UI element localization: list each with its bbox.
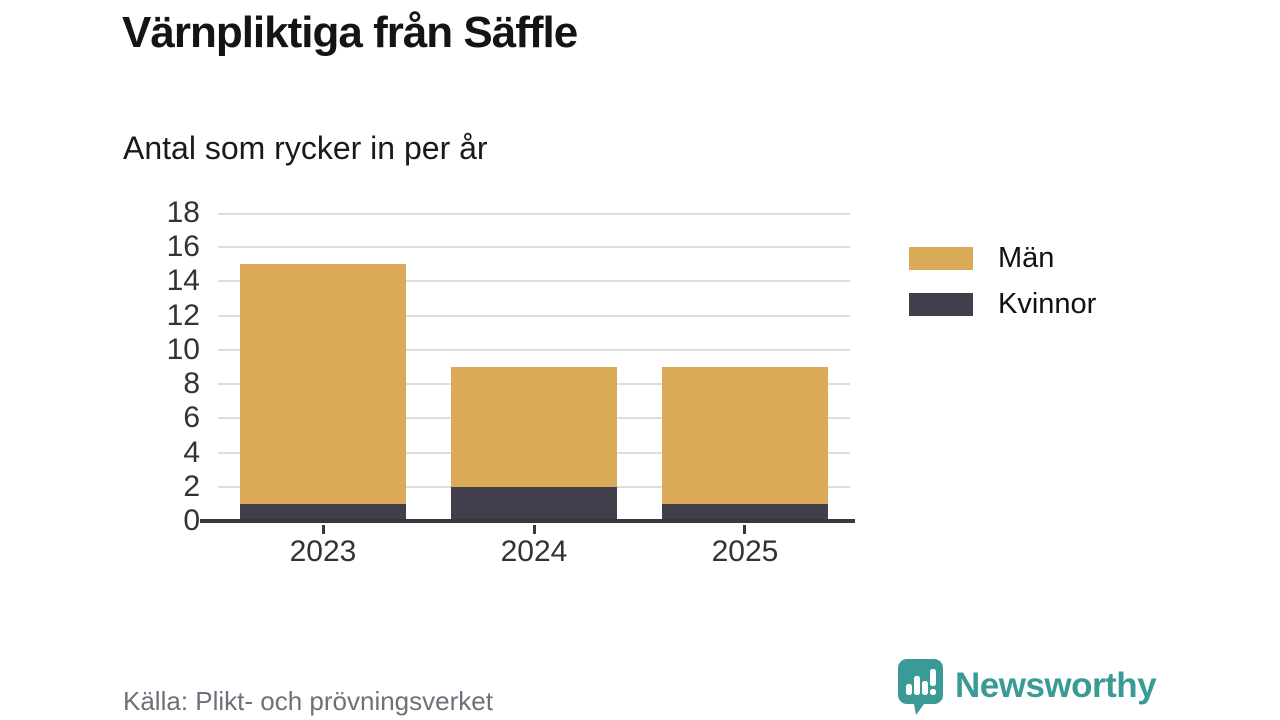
x-axis-line xyxy=(200,519,855,523)
bar-segment-män-2025 xyxy=(662,367,828,504)
brand-name: Newsworthy xyxy=(955,666,1157,705)
gridline-y-18 xyxy=(218,213,850,215)
legend-swatch-man xyxy=(909,247,973,270)
x-axis-label-2025: 2025 xyxy=(711,535,779,568)
legend-label-kvinnor: Kvinnor xyxy=(998,288,1097,320)
chart-subtitle: Antal som rycker in per år xyxy=(123,130,488,166)
y-axis-tick-label-6: 6 xyxy=(183,401,200,435)
gridline-y-14 xyxy=(218,280,850,283)
y-axis-tick-label-16: 16 xyxy=(166,230,200,264)
bar-segment-kvinnor-2024 xyxy=(451,486,617,521)
x-axis-label-2023: 2023 xyxy=(289,535,357,568)
legend: Män Kvinnor xyxy=(909,242,1097,339)
legend-label-man: Män xyxy=(998,242,1055,274)
y-axis-tick-label-12: 12 xyxy=(166,298,200,332)
y-axis-tick-label-10: 10 xyxy=(166,332,200,366)
y-axis-tick-label-18: 18 xyxy=(166,196,200,229)
newsworthy-icon xyxy=(898,659,943,715)
y-axis-tick-label-0: 0 xyxy=(183,504,200,537)
y-axis-labels: 0 2 4 6 8 10 12 14 16 18 xyxy=(0,196,200,537)
brand-logo: Newsworthy xyxy=(897,658,1157,716)
legend-item-man: Män xyxy=(909,242,1096,274)
legend-item-kvinnor: Kvinnor xyxy=(909,288,1097,320)
x-axis-tick-2024 xyxy=(533,525,536,534)
bar-segment-män-2023 xyxy=(240,264,406,504)
gridline-y-16 xyxy=(218,246,850,249)
y-axis-tick-label-4: 4 xyxy=(183,435,200,469)
gridline-y-12 xyxy=(218,314,850,317)
bar-segment-kvinnor-2023 xyxy=(240,503,406,521)
bar-segment-män-2024 xyxy=(451,367,617,487)
source-caption: Källa: Plikt- och prövningsverket xyxy=(123,686,493,716)
gridline-y-10 xyxy=(218,348,850,351)
plot-area: 2023 2024 2025 xyxy=(218,213,850,568)
legend-swatch-kvinnor xyxy=(909,293,973,316)
bar-segment-kvinnor-2025 xyxy=(662,503,828,521)
x-axis-label-2024: 2024 xyxy=(500,535,568,568)
y-axis-tick-label-8: 8 xyxy=(183,367,200,401)
x-axis-tick-2023 xyxy=(322,525,325,534)
x-axis-tick-2025 xyxy=(743,525,746,534)
chart-title: Värnpliktiga från Säffle xyxy=(122,8,578,57)
y-axis-tick-label-2: 2 xyxy=(183,469,200,503)
y-axis-tick-label-14: 14 xyxy=(166,264,200,298)
